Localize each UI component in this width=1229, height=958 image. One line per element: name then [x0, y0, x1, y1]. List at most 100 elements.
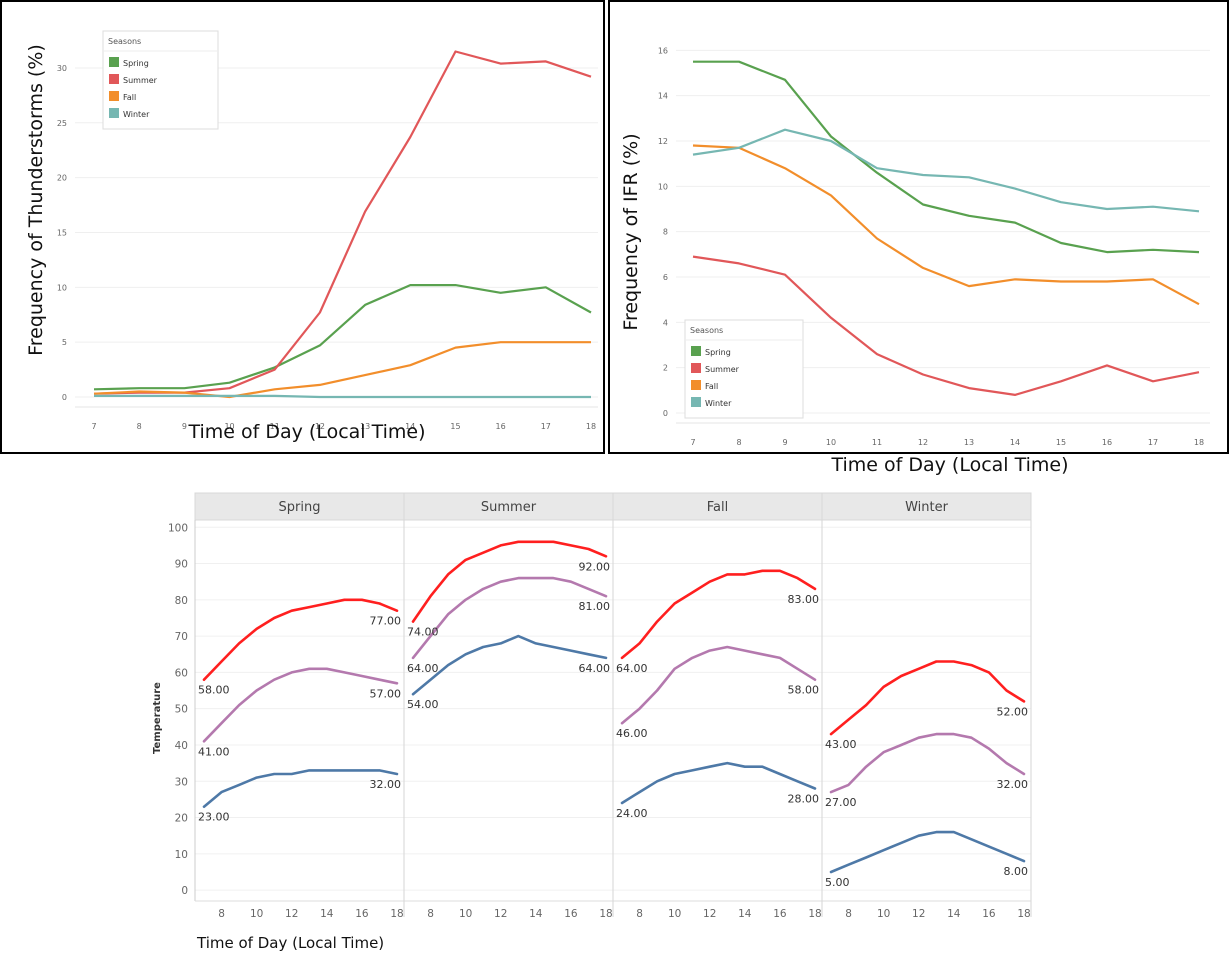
p2-x-tick-label: 10: [826, 438, 836, 447]
temperature-x-tick-label: 12: [912, 908, 925, 920]
p2-legend-label-winter: Winter: [705, 399, 732, 408]
temperature-start-label-winter-2: 5.00: [825, 876, 850, 889]
p2-y-tick-label: 2: [663, 364, 668, 373]
p2-y-tick-label: 8: [663, 228, 668, 237]
temperature-x-tick-label: 14: [947, 908, 961, 920]
p2-legend-box: [684, 319, 804, 419]
temperature-x-tick-label: 16: [982, 908, 996, 920]
p1-series-line-fall: [93, 341, 591, 399]
p2-y-tick-label: 6: [663, 273, 668, 282]
temperature-end-label-spring-1: 57.00: [370, 687, 402, 700]
temperature-x-tick-label: 10: [459, 908, 472, 920]
temperature-x-tick-label: 14: [320, 908, 334, 920]
temperature-start-label-winter-1: 27.00: [825, 796, 857, 809]
temperature-x-tick-label: 12: [494, 908, 507, 920]
thunderstorm-legend: Seasons Spring Summer Fall Winter: [102, 30, 219, 130]
temperature-line-summer-2: [411, 634, 608, 696]
p2-legend-label-spring: Spring: [705, 348, 731, 357]
temperature-x-tick-label: 18: [808, 908, 821, 920]
temperature-x-tick-label: 10: [668, 908, 681, 920]
p1-x-tick-label: 18: [586, 422, 596, 431]
temperature-line-spring-1: [202, 667, 399, 743]
ifr-chart-panel: 0 2 4 6 8 10 12 14 16 7 8 9 10 11 12 13 14 15 16 17 18 Seas…: [608, 0, 1229, 476]
p2-x-tick-label: 8: [736, 438, 741, 447]
ifr-x-axis-title: Time of Day (Local Time): [830, 454, 1068, 476]
ifr-x-ticks: 7 8 9 10 11 12 13 14 15 16 17 18: [690, 438, 1204, 447]
temperature-start-label-fall-1: 46.00: [616, 727, 648, 740]
temperature-x-tick-label: 16: [564, 908, 578, 920]
p1-x-tick-label: 10: [224, 422, 234, 431]
p1-legend-box: [102, 30, 219, 130]
temperature-x-tick-label: 8: [218, 908, 225, 920]
p2-y-tick-label: 14: [658, 92, 668, 101]
temperature-end-label-winter-1: 32.00: [997, 778, 1029, 791]
ifr-y-ticks: 0 2 4 6 8 10 12 14 16: [658, 46, 668, 418]
temperature-facet-chart: Spring Summer Fall Winter 01020304050607080…: [152, 492, 1032, 952]
facet-header-fall: [612, 492, 823, 521]
thunderstorm-x-axis-title: Time of Day (Local Time): [187, 421, 425, 443]
p2-series-line-fall: [692, 144, 1200, 306]
p1-legend-label-spring: Spring: [123, 59, 149, 68]
p1-y-tick-label: 15: [57, 228, 67, 237]
ifr-y-axis-title: Frequency of IFR (%): [620, 133, 642, 330]
temperature-y-tick-label: 10: [175, 849, 188, 861]
thunderstorm-y-axis-title: Frequency of Thunderstorms (%): [25, 44, 47, 356]
temperature-y-tick-label: 0: [181, 885, 188, 897]
p2-x-tick-label: 18: [1194, 438, 1204, 447]
temperature-line-fall-2: [620, 761, 817, 805]
thunderstorm-series-lines: [93, 50, 592, 399]
p1-legend-swatch-fall: [109, 91, 119, 101]
p1-legend-label-summer: Summer: [123, 76, 158, 85]
p2-y-tick-label: 12: [658, 137, 668, 146]
facet-header-label-fall: Fall: [707, 500, 728, 515]
p2-x-tick-label: 17: [1148, 438, 1158, 447]
p2-x-tick-label: 14: [1010, 438, 1020, 447]
temperature-line-winter-0: [829, 660, 1026, 736]
temperature-start-label-spring-1: 41.00: [198, 745, 230, 758]
temperature-end-label-fall-0: 83.00: [788, 593, 820, 606]
p1-y-tick-label: 10: [57, 283, 67, 292]
p1-legend-title: Seasons: [108, 37, 141, 46]
p2-y-tick-label: 16: [658, 46, 668, 55]
p1-y-tick-label: 30: [57, 64, 67, 73]
temperature-line-summer-0: [411, 540, 608, 623]
p1-series-line-winter: [94, 394, 591, 399]
p1-legend-label-winter: Winter: [123, 110, 150, 119]
temperature-y-tick-label: 80: [175, 595, 188, 607]
temperature-x-axis-title: Time of Day (Local Time): [196, 934, 384, 952]
temperature-x-tick-label: 12: [703, 908, 716, 920]
p2-legend-title: Seasons: [690, 326, 723, 335]
temperature-y-tick-label: 20: [175, 813, 188, 825]
temperature-end-label-fall-2: 28.00: [788, 793, 820, 806]
p2-legend-label-fall: Fall: [705, 382, 718, 391]
temperature-y-axis-title: Temperature: [152, 682, 163, 754]
temperature-line-winter-1: [829, 732, 1026, 794]
temperature-y-tick-label: 70: [175, 631, 188, 643]
ifr-legend: Seasons Spring Summer Fall Winter: [684, 319, 804, 419]
temperature-start-label-winter-0: 43.00: [825, 738, 857, 751]
temperature-start-label-summer-0: 74.00: [407, 626, 439, 639]
p2-x-tick-label: 7: [690, 438, 695, 447]
p2-legend-swatch-summer: [691, 363, 701, 373]
p2-series-line-summer: [692, 255, 1200, 396]
p2-legend-swatch-fall: [691, 380, 701, 390]
p2-y-tick-label: 0: [663, 409, 668, 418]
temperature-end-label-summer-2: 64.00: [579, 662, 611, 675]
p1-x-tick-label: 8: [137, 422, 142, 431]
temperature-x-tick-label: 12: [285, 908, 298, 920]
temperature-x-tick-label: 8: [636, 908, 643, 920]
p1-x-tick-label: 11: [270, 422, 280, 431]
p2-x-tick-label: 9: [782, 438, 787, 447]
p1-x-tick-label: 15: [450, 422, 460, 431]
temperature-y-tick-label: 90: [175, 559, 188, 571]
p2-legend-label-summer: Summer: [705, 365, 740, 374]
p1-y-tick-label: 0: [62, 393, 67, 402]
temperature-line-summer-1: [411, 576, 608, 660]
temperature-line-spring-2: [202, 769, 399, 809]
temperature-end-label-winter-0: 52.00: [997, 705, 1029, 718]
temperature-x-tick-label: 10: [877, 908, 890, 920]
p2-legend-swatch-winter: [691, 397, 701, 407]
temperature-x-tick-label: 18: [390, 908, 403, 920]
temperature-end-label-fall-1: 58.00: [788, 684, 820, 697]
temperature-x-tick-label: 18: [599, 908, 612, 920]
